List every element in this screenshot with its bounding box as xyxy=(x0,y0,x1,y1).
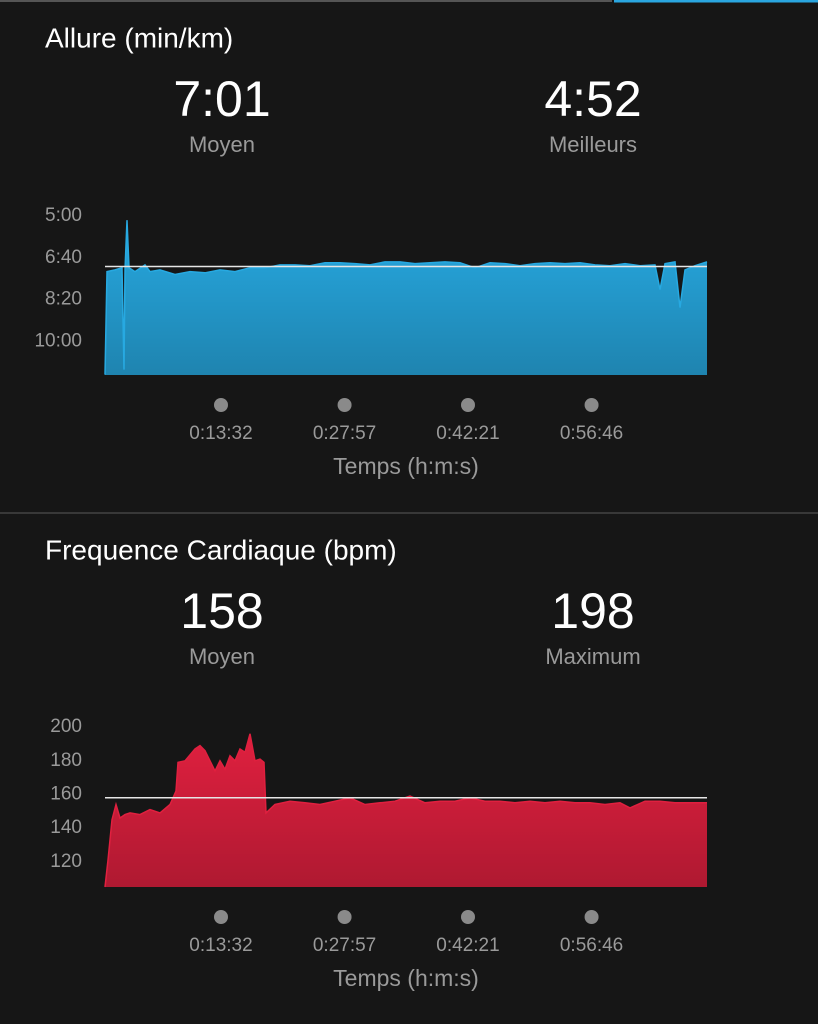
y-tick-label: 8:20 xyxy=(45,289,82,310)
y-tick-label: 140 xyxy=(50,817,82,838)
stat-value: 158 xyxy=(180,583,263,639)
x-tick-label: 0:56:46 xyxy=(560,935,623,956)
chart-title: Frequence Cardiaque (bpm) xyxy=(45,534,397,565)
y-tick-label: 10:00 xyxy=(34,331,82,352)
stat-value: 4:52 xyxy=(544,71,641,127)
x-axis-title: Temps (h:m:s) xyxy=(333,453,479,479)
x-tick-label: 0:27:57 xyxy=(313,423,376,444)
x-tick-label: 0:13:32 xyxy=(189,423,252,444)
area-shade xyxy=(105,220,707,375)
y-tick-label: 180 xyxy=(50,750,82,771)
x-tick-label: 0:42:21 xyxy=(436,423,499,444)
stat-label: Meilleurs xyxy=(549,132,637,157)
area-shade xyxy=(105,733,707,887)
stat-label: Moyen xyxy=(189,132,255,157)
series-line xyxy=(104,733,707,888)
x-tick-dot xyxy=(337,910,352,924)
x-tick-dot xyxy=(584,910,599,924)
y-tick-label: 120 xyxy=(50,851,82,872)
y-tick-label: 6:40 xyxy=(45,247,82,268)
x-tick-dot xyxy=(214,398,228,412)
x-tick-label: 0:42:21 xyxy=(436,935,499,956)
x-tick-dot xyxy=(461,398,475,412)
stat-value: 198 xyxy=(551,583,634,639)
x-tick-dot xyxy=(214,910,228,924)
x-tick-label: 0:56:46 xyxy=(560,423,623,444)
x-axis-title: Temps (h:m:s) xyxy=(333,965,479,991)
stat-label: Moyen xyxy=(189,644,255,669)
y-tick-label: 5:00 xyxy=(45,205,82,226)
x-tick-dot xyxy=(337,398,352,412)
x-tick-dot xyxy=(584,398,599,412)
series-line xyxy=(104,220,708,375)
x-tick-dot xyxy=(461,910,475,924)
y-tick-label: 160 xyxy=(50,783,82,804)
chart-title: Allure (min/km) xyxy=(45,22,233,53)
x-tick-label: 0:27:57 xyxy=(313,935,376,956)
stat-value: 7:01 xyxy=(173,71,270,127)
stat-label: Maximum xyxy=(545,644,640,669)
x-tick-label: 0:13:32 xyxy=(189,935,252,956)
y-tick-label: 200 xyxy=(50,716,82,737)
